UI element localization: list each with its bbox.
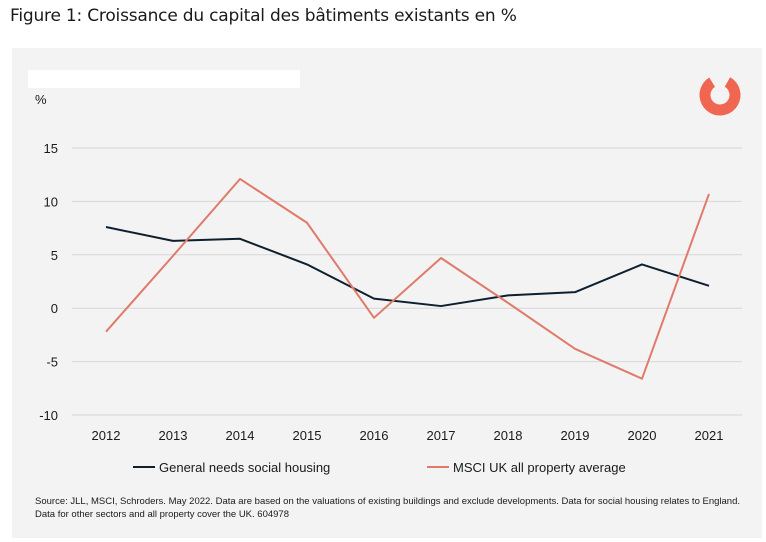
y-tick-label: 0	[51, 301, 58, 316]
x-tick-label: 2021	[695, 428, 724, 443]
y-axis-unit-label: %	[35, 92, 47, 107]
x-tick-label: 2014	[226, 428, 255, 443]
y-tick-label: 15	[44, 141, 58, 156]
y-tick-label: 5	[51, 248, 58, 263]
x-axis-ticks: 2012 2013 2014 2015 2016 2017 2018 2019 2020 2021	[92, 428, 724, 443]
x-tick-label: 2017	[427, 428, 456, 443]
series-line-2	[105, 177, 710, 380]
y-axis-ticks: 15 10 5 0 -5 -10	[39, 141, 58, 423]
x-tick-label: 2020	[628, 428, 657, 443]
y-tick-label: -10	[39, 408, 58, 423]
series-lines	[105, 177, 710, 380]
y-tick-label: 10	[44, 194, 58, 209]
blank-header-strip	[28, 70, 300, 88]
series-line-1	[105, 226, 710, 308]
x-tick-label: 2012	[92, 428, 121, 443]
y-tick-label: -5	[46, 355, 58, 370]
legend: General needs social housing MSCI UK all …	[133, 460, 626, 475]
x-tick-label: 2018	[494, 428, 523, 443]
x-tick-label: 2019	[561, 428, 590, 443]
chart-panel	[12, 48, 762, 538]
x-tick-label: 2016	[360, 428, 389, 443]
schroders-ring-logo-icon	[699, 74, 741, 116]
gridlines	[72, 147, 742, 416]
x-tick-label: 2015	[293, 428, 322, 443]
legend-label: MSCI UK all property average	[453, 460, 626, 475]
x-tick-label: 2013	[159, 428, 188, 443]
legend-label: General needs social housing	[159, 460, 330, 475]
figure-title: Figure 1: Croissance du capital des bâti…	[10, 6, 517, 26]
source-note: Source: JLL, MSCI, Schroders. May 2022. …	[35, 496, 740, 520]
